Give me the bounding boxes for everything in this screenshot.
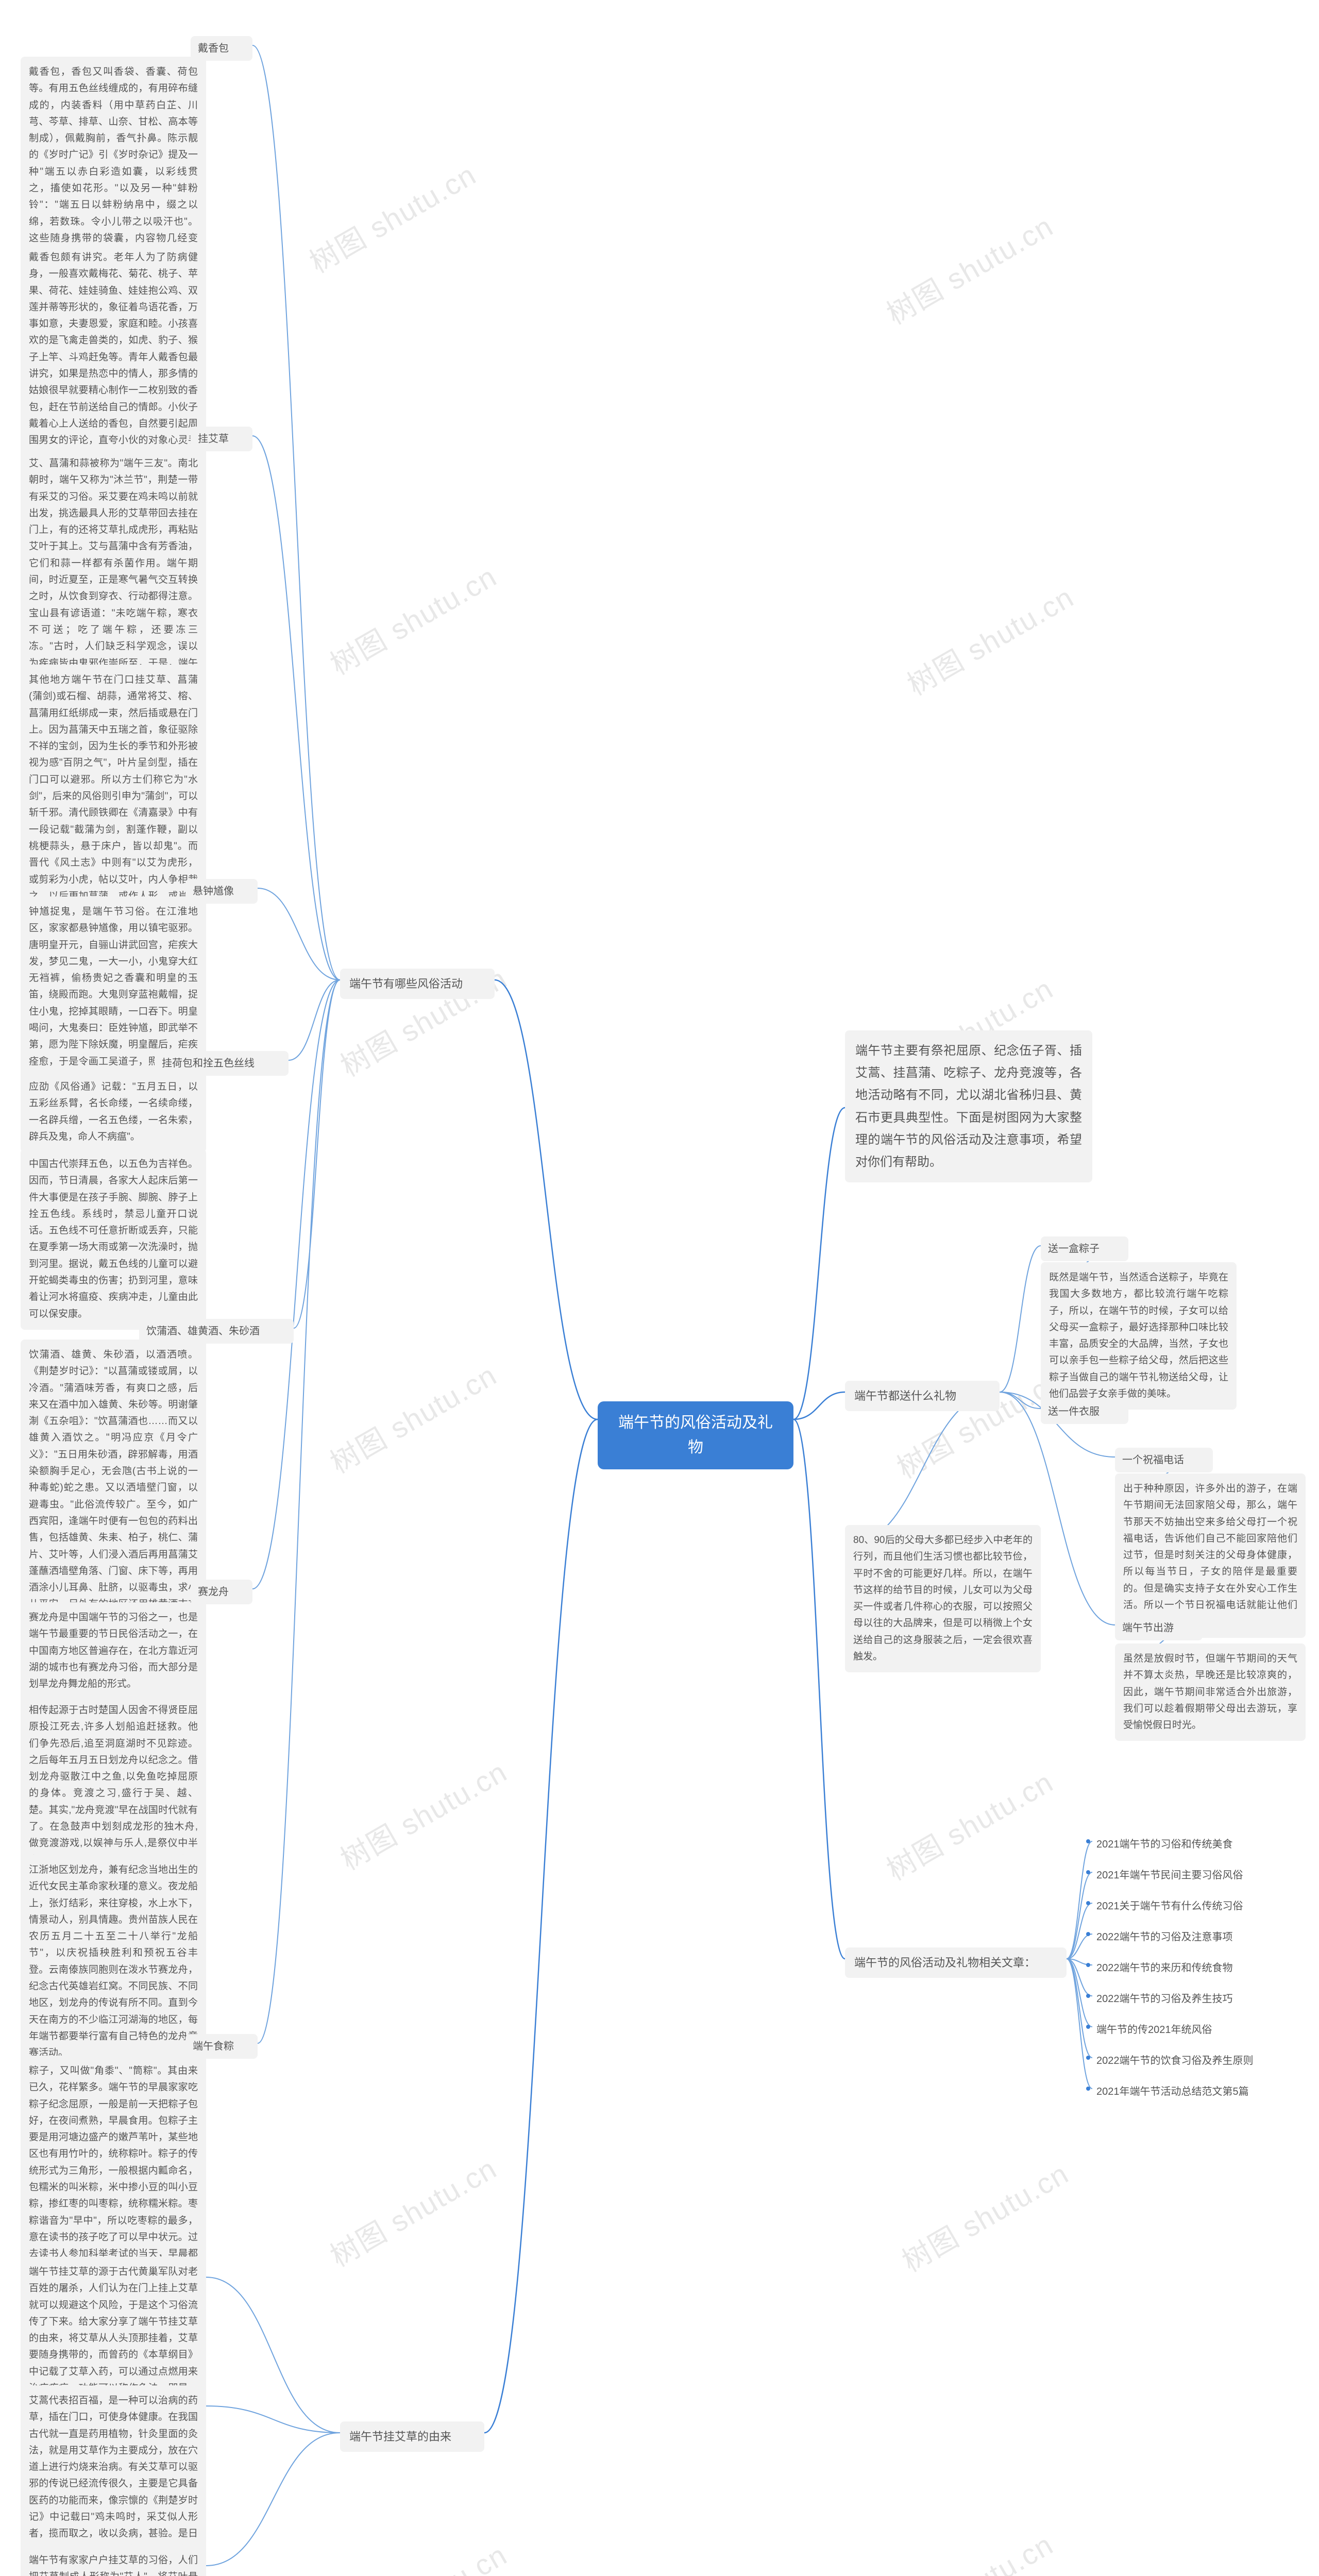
article-a2[interactable]: 2021年端午节民间主要习俗风俗 — [1092, 1865, 1247, 1886]
article-a4[interactable]: 2022端午节的习俗及注意事项 — [1092, 1927, 1237, 1947]
custom-c6: 赛龙舟 — [191, 1580, 252, 1604]
detail-c2-1: 其他地方端午节在门口挂艾草、菖蒲(蒲剑)或石榴、胡蒜，通常将艾、榕、菖蒲用红纸绑… — [21, 665, 206, 928]
detail-c4-1: 中国古代崇拜五色，以五色为吉祥色。因而，节日清晨，各家大人起床后第一件大事便是在… — [21, 1149, 206, 1330]
detail-c1-1: 戴香包颇有讲究。老年人为了防病健身，一般喜欢戴梅花、菊花、桃子、苹果、荷花、娃娃… — [21, 242, 206, 473]
article-a6[interactable]: 2022端午节的习俗及养生技巧 — [1092, 1989, 1237, 2009]
custom-c2: 挂艾草 — [191, 427, 252, 451]
branch-b4: 端午节挂艾草的由来 — [340, 2421, 484, 2452]
intro-node: 端午节主要有祭祀屈原、纪念伍子胥、插艾蒿、挂菖蒲、吃粽子、龙舟竞渡等，各地活动略… — [845, 1030, 1092, 1182]
gift-g4: 端午节出游 — [1115, 1616, 1203, 1640]
gift-detail-g4-0: 虽然是放假时节，但端午节期间的天气并不算太炎热，早晚还是比较凉爽的，因此，端午节… — [1115, 1643, 1306, 1741]
gift-g1: 送一盒粽子 — [1041, 1236, 1128, 1261]
detail-c4-0: 应劭《风俗通》记载："五月五日，以五彩丝系臂，名长命缕，一名续命缕，一名辟兵缯，… — [21, 1072, 206, 1153]
gift-g3: 一个祝福电话 — [1115, 1448, 1213, 1472]
custom-c7: 端午食粽 — [185, 2034, 258, 2059]
branch-b1: 端午节有哪些风俗活动 — [340, 969, 495, 999]
detail-c6-0: 赛龙舟是中国端午节的习俗之一，也是端午节最重要的节日民俗活动之一，在中国南方地区… — [21, 1602, 206, 1700]
origin-detail-2: 端午节有家家户户挂艾草的习俗，人们把艾草制成人形称为"艾人"，将艾叶悬于空中，剪… — [21, 2545, 206, 2576]
article-a3[interactable]: 2021关于端午节有什么传统习俗 — [1092, 1896, 1247, 1917]
article-a5[interactable]: 2022端午节的来历和传统食物 — [1092, 1958, 1237, 1978]
branch-b3: 端午节的风俗活动及礼物相关文章： — [845, 1947, 1067, 1978]
gift-detail-g1-0: 既然是端午节，当然适合送粽子，毕竟在我国大多数地方，都比较流行端午吃粽子，所以，… — [1041, 1262, 1237, 1410]
detail-c6-2: 江浙地区划龙舟，兼有纪念当地出生的近代女民主革命家秋瑾的意义。夜龙船上，张灯结彩… — [21, 1855, 206, 2069]
gift-detail-g3-0: 出于种种原因，许多外出的游子，在端午节期间无法回家陪父母，那么，端午节那天不妨抽… — [1115, 1473, 1306, 1638]
branch-b2: 端午节都送什么礼物 — [845, 1381, 1000, 1411]
article-a7[interactable]: 端午节的传2021年统风俗 — [1092, 2020, 1216, 2040]
gift-mid-detail: 80、90后的父母大多都已经步入中老年的行列，而且他们生活习惯也都比较节俭，平时… — [845, 1525, 1041, 1672]
article-a1[interactable]: 2021端午节的习俗和传统美食 — [1092, 1834, 1237, 1855]
article-a9[interactable]: 2021年端午节活动总结范文第5篇 — [1092, 2081, 1253, 2102]
article-a8[interactable]: 2022端午节的饮食习俗及养生原则 — [1092, 2050, 1258, 2071]
gift-g2: 送一件衣服 — [1041, 1399, 1128, 1424]
root-node: 端午节的风俗活动及礼物 — [598, 1401, 793, 1469]
